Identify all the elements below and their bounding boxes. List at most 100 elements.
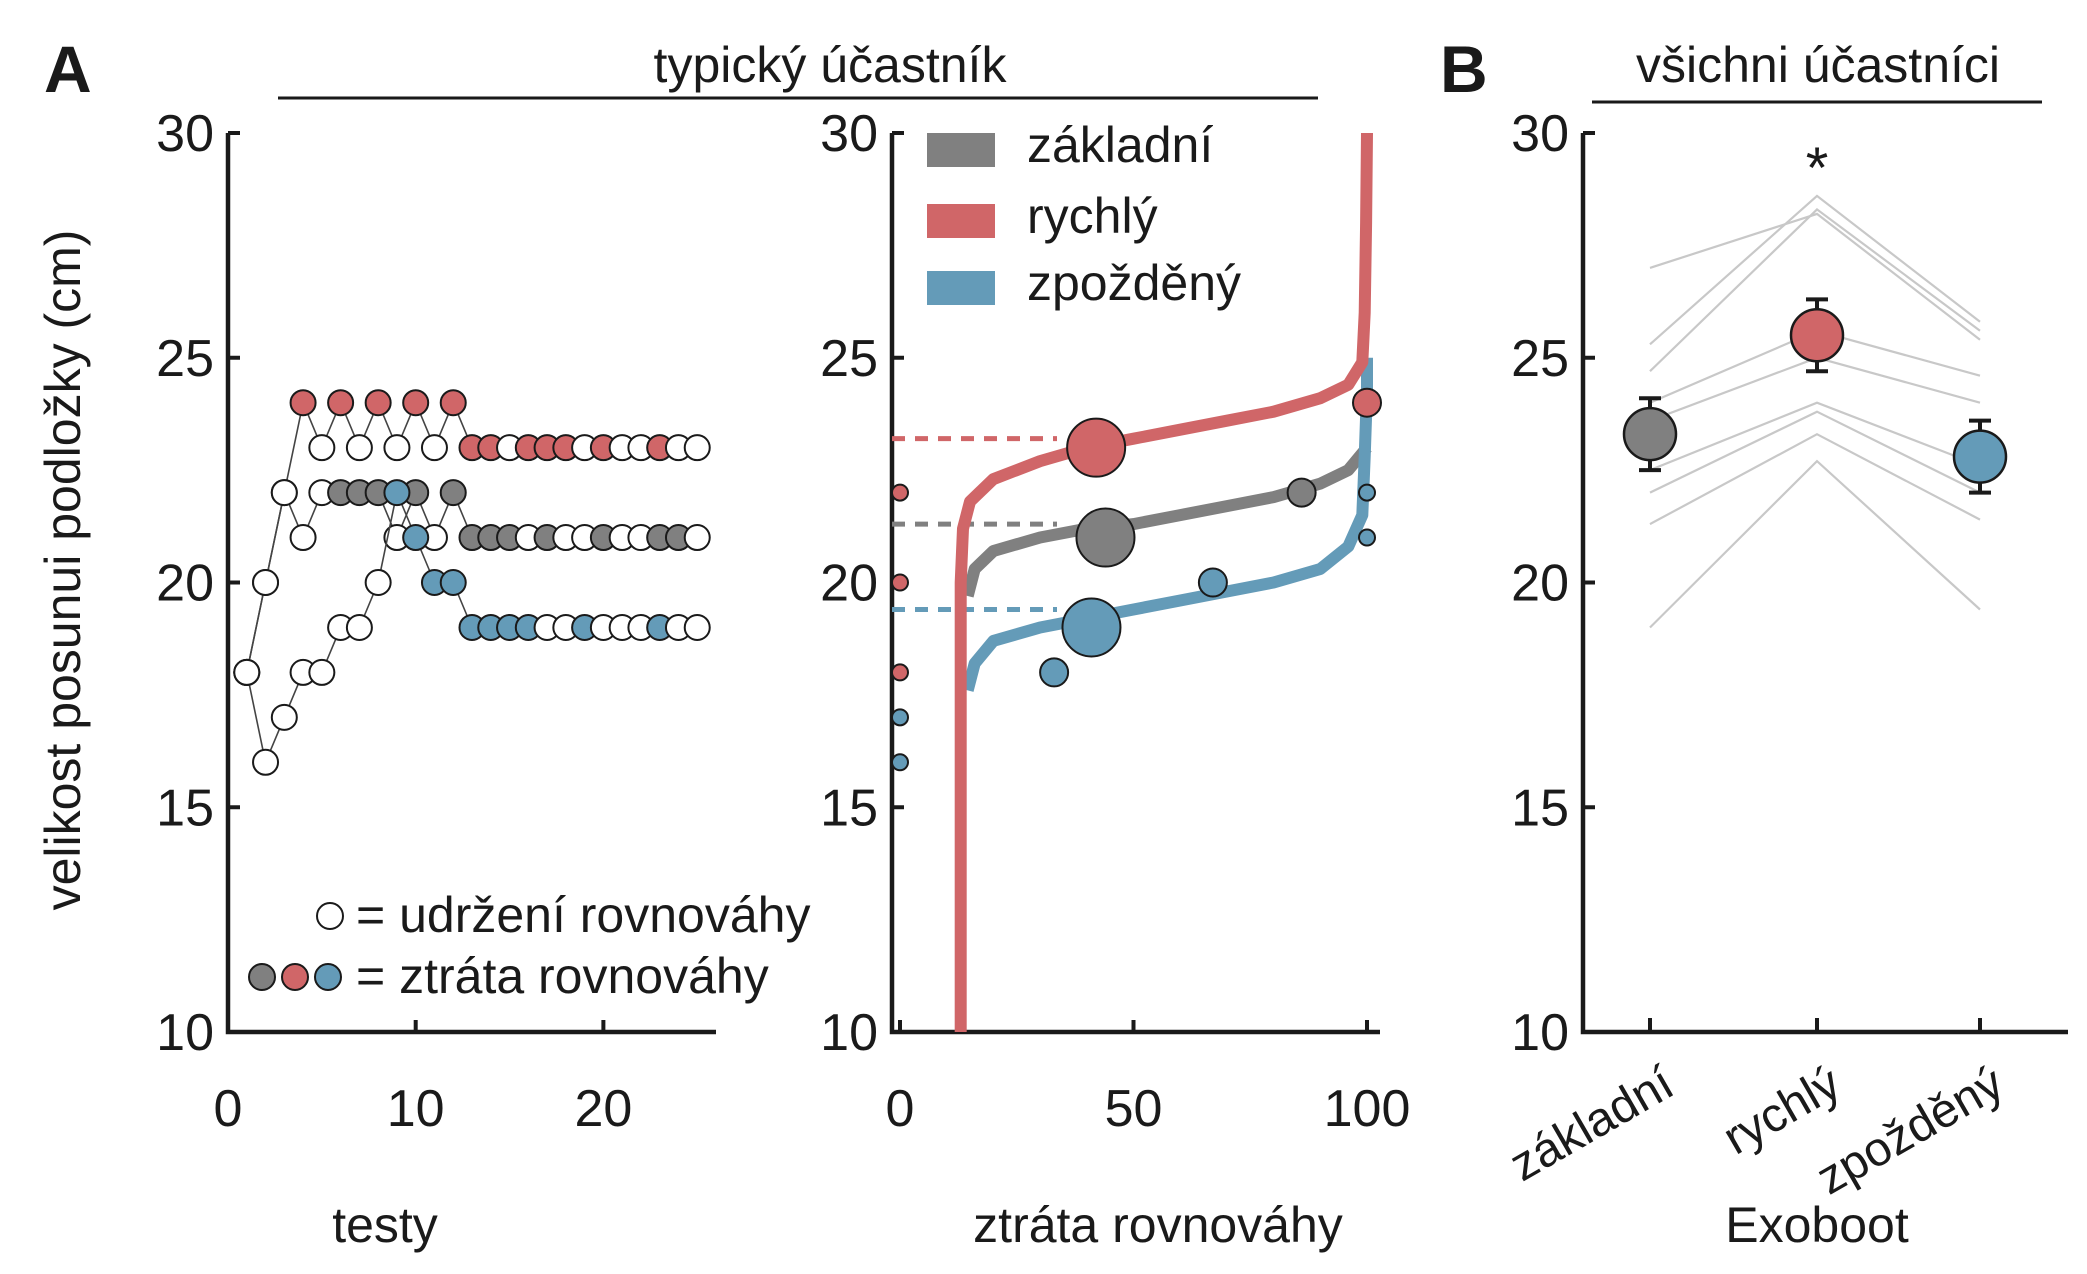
trial-point <box>439 389 467 417</box>
trials-x-ticks: 0 10 20 <box>214 1020 632 1138</box>
trial-point <box>252 748 280 776</box>
curves-legend: základní rychlý zpožděný <box>927 117 1241 311</box>
loss-point <box>891 483 909 502</box>
y-axis-label: velikost posunui podložky (cm) <box>35 230 91 911</box>
participant-line <box>1649 194 1981 346</box>
panel-label-a: A <box>44 32 92 106</box>
means-x-axis-label: Exoboot <box>1725 1197 1909 1253</box>
participant-line <box>1649 212 1981 341</box>
legend-label-zpozdeny: zpožděný <box>1027 255 1241 311</box>
y-tick-label: 25 <box>1511 330 1569 388</box>
mean-marker <box>1622 406 1678 462</box>
trial-point <box>439 479 467 507</box>
participant-line <box>1649 401 1981 472</box>
loss-point <box>891 753 909 772</box>
mean-marker <box>1952 429 2008 484</box>
loss-point <box>1039 657 1070 688</box>
loss-curve <box>954 132 1373 1032</box>
mean-marker <box>1789 308 1845 363</box>
participant-lines <box>1649 194 1981 629</box>
curves-x-ticks: 0 50 100 <box>886 1020 1411 1138</box>
x-tick-label: 0 <box>886 1080 915 1138</box>
y-tick-label: 20 <box>156 555 214 613</box>
y-tick-label: 25 <box>820 330 878 388</box>
loss-point <box>1358 528 1376 547</box>
loss-point <box>1286 477 1317 508</box>
trial-point <box>308 658 336 686</box>
loss-point <box>1075 507 1136 568</box>
panel-label-b: B <box>1440 32 1488 106</box>
legend-swatch-zpozdeny <box>927 271 995 305</box>
trial-point <box>683 434 711 462</box>
trial-point <box>383 479 411 507</box>
trial-point <box>345 613 373 641</box>
y-tick-label: 20 <box>820 555 878 613</box>
loss-point <box>891 708 909 727</box>
trial-point <box>402 389 430 417</box>
x-tick-label: 20 <box>574 1080 632 1138</box>
legend-label-udrzeni: = udržení rovnováhy <box>356 887 810 943</box>
loss-point <box>891 573 909 592</box>
legend-marker-gray <box>248 963 276 991</box>
y-tick-label: 10 <box>156 1004 214 1062</box>
trial-series-line <box>246 489 698 673</box>
legend-label-zakladni: základní <box>1027 117 1213 173</box>
curves-x-axis-label: ztráta rovnováhy <box>973 1197 1343 1253</box>
trial-point <box>308 434 336 462</box>
x-tick-label: 0 <box>214 1080 243 1138</box>
mean-markers <box>1622 297 2008 495</box>
trial-point <box>683 613 711 641</box>
trial-point <box>383 434 411 462</box>
loss-curve <box>961 443 1372 598</box>
curves-y-ticks: 10 15 20 25 30 <box>820 105 904 1062</box>
loss-point <box>1352 387 1382 418</box>
trial-point <box>252 569 280 596</box>
loss-point <box>1358 483 1376 502</box>
header-b: všichni účastníci <box>1636 37 2000 93</box>
trials-x-axis-label: testy <box>332 1197 438 1253</box>
trial-point <box>289 524 317 552</box>
participant-line <box>1649 207 1981 372</box>
header-a: typický účastník <box>654 37 1008 93</box>
y-tick-label: 20 <box>1511 555 1569 613</box>
loss-curve-plot: 10 15 20 25 30 0 50 100 ztráta rovnováhy zákla… <box>820 105 1410 1253</box>
trial-point <box>270 703 298 731</box>
trial-point <box>364 569 392 596</box>
participant-line <box>1649 410 1981 494</box>
trials-legend: = udržení rovnováhy = ztráta rovnováhy <box>248 887 810 1004</box>
participant-line <box>1649 432 1981 526</box>
x-tick-label: 50 <box>1105 1080 1163 1138</box>
loss-point <box>891 663 909 682</box>
x-tick-label: 10 <box>387 1080 445 1138</box>
loss-point <box>1197 567 1228 598</box>
means-axes <box>1580 133 2068 1035</box>
y-tick-label: 30 <box>820 105 878 163</box>
y-tick-label: 30 <box>156 105 214 163</box>
participant-line <box>1649 459 1981 629</box>
legend-swatch-zakladni <box>927 133 995 167</box>
trials-series <box>233 389 711 776</box>
trial-point <box>420 434 448 462</box>
y-tick-label: 30 <box>1511 105 1569 163</box>
legend-marker-blue <box>314 963 342 991</box>
loss-point <box>1061 597 1122 658</box>
category-label: základní <box>1501 1056 1683 1192</box>
legend-marker-white <box>316 902 344 930</box>
curves-series <box>891 132 1382 1032</box>
y-tick-label: 15 <box>820 779 878 837</box>
trial-point <box>289 389 317 417</box>
y-tick-label: 25 <box>156 330 214 388</box>
loss-curve <box>961 357 1373 692</box>
trial-point <box>439 569 467 596</box>
legend-label-ztrata: = ztráta rovnováhy <box>356 948 769 1004</box>
category-label: zpožděný <box>1808 1057 2012 1206</box>
trial-point <box>364 389 392 417</box>
legend-label-rychly: rychlý <box>1027 188 1158 244</box>
means-y-ticks: 10 15 20 25 30 <box>1511 105 1595 1062</box>
trial-point <box>345 434 373 462</box>
x-tick-label: 100 <box>1324 1080 1411 1138</box>
trial-point <box>270 479 298 507</box>
